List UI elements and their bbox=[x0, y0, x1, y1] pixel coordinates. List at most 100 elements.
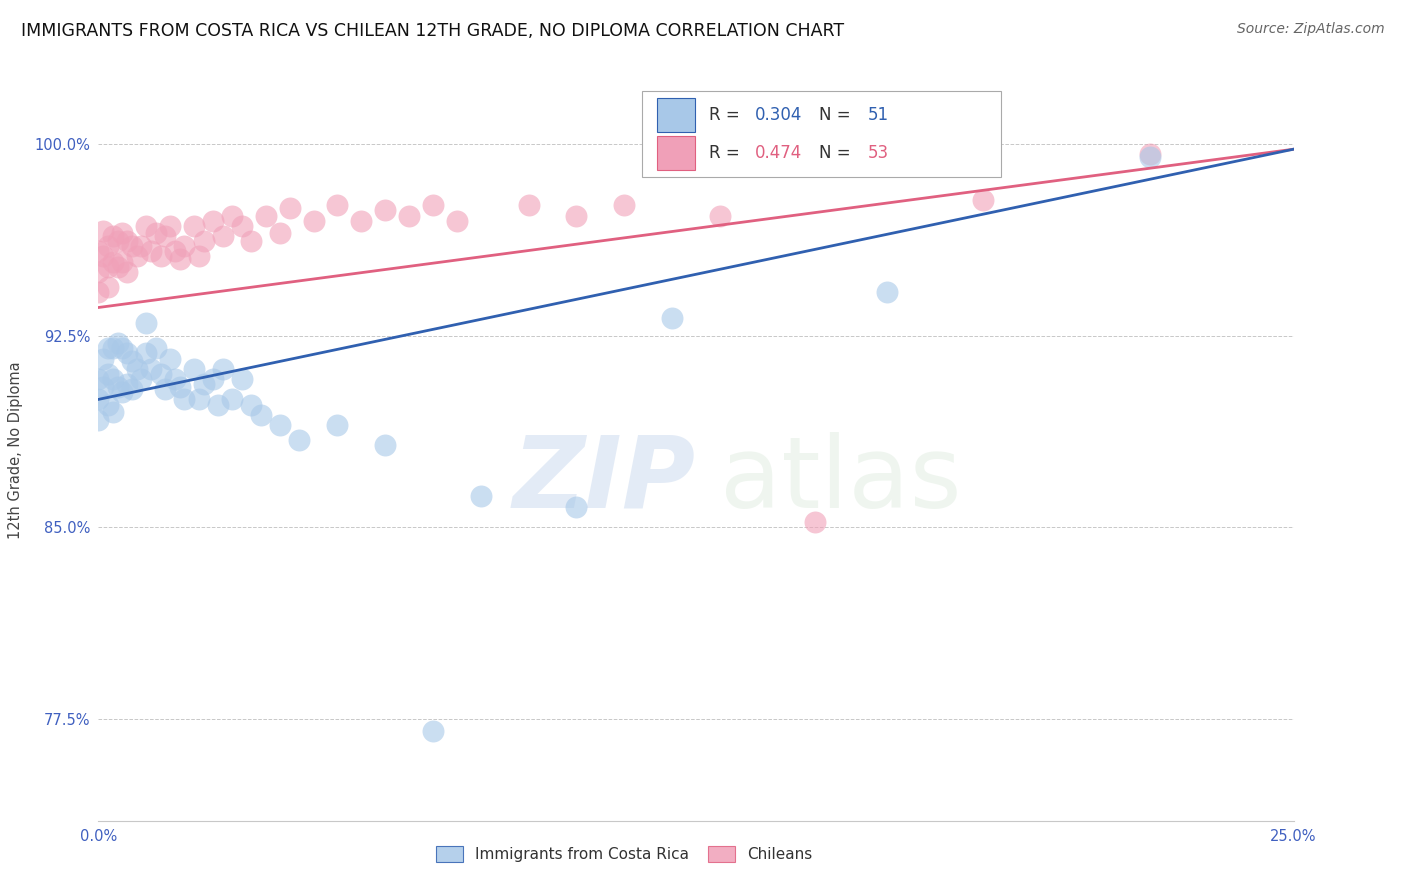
Point bbox=[101, 342, 124, 356]
Point bbox=[91, 249, 114, 263]
Point bbox=[87, 285, 110, 300]
Point bbox=[163, 372, 186, 386]
Text: 0.304: 0.304 bbox=[755, 106, 801, 124]
Point bbox=[804, 515, 827, 529]
Point bbox=[87, 413, 110, 427]
Point bbox=[374, 203, 396, 218]
Point bbox=[115, 377, 138, 392]
Point bbox=[111, 254, 134, 268]
Point bbox=[173, 392, 195, 407]
Point bbox=[972, 194, 994, 208]
Point bbox=[91, 379, 114, 393]
Text: Source: ZipAtlas.com: Source: ZipAtlas.com bbox=[1237, 22, 1385, 37]
Point bbox=[187, 392, 209, 407]
Point bbox=[115, 234, 138, 248]
Point bbox=[91, 224, 114, 238]
Point bbox=[101, 405, 124, 419]
Point bbox=[135, 346, 157, 360]
Point bbox=[269, 417, 291, 432]
Point bbox=[565, 500, 588, 514]
Point bbox=[446, 213, 468, 227]
Point bbox=[111, 384, 134, 399]
Point bbox=[278, 201, 301, 215]
Point bbox=[202, 372, 225, 386]
Text: ZIP: ZIP bbox=[513, 432, 696, 529]
Point bbox=[145, 227, 167, 241]
Text: N =: N = bbox=[820, 144, 856, 161]
Point bbox=[101, 229, 124, 244]
Point bbox=[107, 234, 129, 248]
Point bbox=[115, 265, 138, 279]
Text: 51: 51 bbox=[868, 106, 889, 124]
Point bbox=[231, 219, 253, 233]
Point bbox=[111, 227, 134, 241]
Point bbox=[350, 213, 373, 227]
Point bbox=[240, 397, 263, 411]
Point bbox=[107, 260, 129, 274]
Point bbox=[91, 351, 114, 366]
Point bbox=[422, 724, 444, 739]
Point bbox=[398, 209, 420, 223]
Point bbox=[1139, 147, 1161, 161]
Text: R =: R = bbox=[709, 106, 745, 124]
Point bbox=[169, 252, 191, 266]
Point bbox=[97, 260, 120, 274]
Point bbox=[183, 219, 205, 233]
Point bbox=[221, 209, 243, 223]
Point bbox=[211, 361, 233, 376]
Point bbox=[107, 336, 129, 351]
Bar bbox=[657, 136, 695, 169]
Point bbox=[240, 234, 263, 248]
Point bbox=[155, 229, 177, 244]
Point bbox=[288, 434, 311, 448]
Point bbox=[139, 244, 162, 259]
Point bbox=[221, 392, 243, 407]
Text: N =: N = bbox=[820, 106, 856, 124]
Point bbox=[101, 254, 124, 268]
Point bbox=[87, 265, 110, 279]
Point bbox=[876, 285, 898, 300]
Text: R =: R = bbox=[709, 144, 745, 161]
Point bbox=[269, 227, 291, 241]
Point bbox=[135, 316, 157, 330]
Point bbox=[87, 244, 110, 259]
Point bbox=[139, 361, 162, 376]
Point bbox=[121, 382, 143, 396]
Point bbox=[121, 354, 143, 368]
Point bbox=[374, 438, 396, 452]
Point bbox=[709, 209, 731, 223]
Point bbox=[131, 372, 153, 386]
Text: 53: 53 bbox=[868, 144, 889, 161]
Point bbox=[470, 490, 492, 504]
Point bbox=[159, 351, 181, 366]
Point bbox=[202, 213, 225, 227]
Point bbox=[115, 346, 138, 360]
Point bbox=[163, 244, 186, 259]
Point bbox=[135, 219, 157, 233]
Point bbox=[661, 310, 683, 325]
Point bbox=[97, 239, 120, 253]
Text: atlas: atlas bbox=[720, 432, 962, 529]
Point bbox=[155, 382, 177, 396]
Point bbox=[97, 342, 120, 356]
Point bbox=[131, 239, 153, 253]
Text: IMMIGRANTS FROM COSTA RICA VS CHILEAN 12TH GRADE, NO DIPLOMA CORRELATION CHART: IMMIGRANTS FROM COSTA RICA VS CHILEAN 12… bbox=[21, 22, 844, 40]
Point bbox=[565, 209, 588, 223]
Point bbox=[125, 249, 148, 263]
Point bbox=[145, 342, 167, 356]
Point bbox=[125, 361, 148, 376]
Point bbox=[149, 249, 172, 263]
Point bbox=[173, 239, 195, 253]
Point bbox=[1139, 150, 1161, 164]
Text: 0.474: 0.474 bbox=[755, 144, 801, 161]
Point bbox=[517, 198, 540, 212]
Point bbox=[97, 280, 120, 294]
Y-axis label: 12th Grade, No Diploma: 12th Grade, No Diploma bbox=[8, 361, 22, 540]
Point bbox=[107, 379, 129, 393]
Point bbox=[207, 397, 229, 411]
Point bbox=[302, 213, 325, 227]
Point bbox=[193, 234, 215, 248]
Bar bbox=[657, 98, 695, 132]
Point bbox=[211, 229, 233, 244]
Point bbox=[97, 367, 120, 381]
